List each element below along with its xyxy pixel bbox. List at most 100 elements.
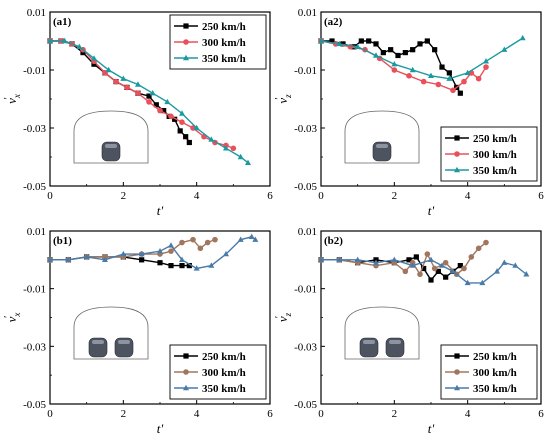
data-point xyxy=(354,43,361,49)
data-point xyxy=(318,37,324,44)
data-point xyxy=(457,90,463,96)
data-point xyxy=(157,247,163,254)
panel-label: (b1) xyxy=(53,235,72,247)
data-point xyxy=(420,78,427,85)
data-point xyxy=(391,256,398,263)
data-point xyxy=(468,254,475,260)
data-point xyxy=(391,67,398,73)
x-tick-label: 4 xyxy=(194,190,200,202)
data-point xyxy=(501,259,508,265)
y-tick-label: -0.01 xyxy=(23,65,46,77)
data-point xyxy=(443,274,449,280)
data-point xyxy=(432,47,438,53)
data-point xyxy=(461,265,467,272)
data-point xyxy=(435,81,442,88)
data-point xyxy=(439,64,445,70)
data-point xyxy=(183,134,189,140)
legend-swatch-marker xyxy=(454,166,460,173)
legend-swatch-marker xyxy=(454,151,460,157)
x-tick-label: 2 xyxy=(392,190,398,202)
series-350-kmh xyxy=(47,233,259,271)
data-point xyxy=(373,41,379,47)
data-point xyxy=(149,90,156,96)
legend: 250 km/h 300 km/h 350 km/h xyxy=(169,344,267,400)
data-point xyxy=(172,116,178,122)
data-point xyxy=(512,262,519,268)
tunnel-outline xyxy=(73,110,149,164)
series-line xyxy=(50,40,190,143)
legend-label: 250 km/h xyxy=(473,133,517,145)
legend-label: 300 km/h xyxy=(202,37,246,49)
data-point xyxy=(204,239,211,246)
data-point xyxy=(197,245,204,252)
y-tick-label: -0.03 xyxy=(294,341,317,353)
data-point xyxy=(428,256,434,263)
data-point xyxy=(135,81,141,87)
data-point xyxy=(186,263,192,269)
data-point xyxy=(237,236,244,242)
y-tick-label: -0.03 xyxy=(23,341,46,353)
data-point xyxy=(223,250,229,257)
legend-swatch-marker xyxy=(183,384,189,391)
y-axis-label: vx′ xyxy=(2,94,22,104)
data-point xyxy=(113,78,119,85)
x-tick-label: 2 xyxy=(392,408,398,420)
legend-swatch-marker xyxy=(454,369,460,375)
series-300-kmh xyxy=(318,239,489,278)
data-point xyxy=(413,254,419,260)
data-point xyxy=(336,256,343,263)
data-point xyxy=(424,38,430,44)
data-point xyxy=(439,262,445,268)
panel-a1: 0 2 4 6 0.01 -0.01 -0.03 -0.05 t' vx′ (a1) 250 km/h… xyxy=(2,7,273,218)
x-tick-label: 6 xyxy=(267,190,273,202)
series-350-kmh xyxy=(318,256,530,286)
tunnel-outline xyxy=(73,306,149,360)
legend: 250 km/h 300 km/h 350 km/h xyxy=(440,126,538,182)
data-point xyxy=(208,262,215,268)
series-line xyxy=(320,40,487,92)
data-point xyxy=(457,263,463,269)
data-point xyxy=(91,55,97,61)
tunnel-inset xyxy=(344,306,420,360)
data-point xyxy=(135,90,141,96)
panel-b1: 0 2 4 6 0.01 -0.01 -0.03 -0.05 t' vx′ (b1) 250 km/h… xyxy=(2,226,273,436)
data-point xyxy=(409,66,416,73)
x-tick-label: 6 xyxy=(538,408,544,420)
data-point xyxy=(446,75,453,81)
data-point xyxy=(168,242,174,248)
legend-swatch-marker xyxy=(454,353,460,359)
series-350-kmh xyxy=(318,34,526,81)
data-point xyxy=(479,279,486,286)
y-tick-label: 0.01 xyxy=(27,226,46,238)
data-point xyxy=(483,58,489,64)
x-axis-label: t' xyxy=(157,203,164,218)
y-tick-label: -0.01 xyxy=(294,65,317,77)
y-axis-label: vz′ xyxy=(273,312,293,322)
data-point xyxy=(237,153,244,160)
train-window xyxy=(376,144,388,148)
data-point xyxy=(366,38,372,44)
data-point xyxy=(417,271,423,278)
data-point xyxy=(91,61,97,67)
data-point xyxy=(76,43,83,49)
tunnel-inset xyxy=(73,306,149,360)
x-tick-label: 0 xyxy=(318,408,324,420)
data-point xyxy=(138,250,145,257)
y-tick-label: -0.03 xyxy=(294,123,317,135)
x-tick-label: 6 xyxy=(267,408,273,420)
data-point xyxy=(161,108,167,114)
x-tick-label: 6 xyxy=(538,190,544,202)
data-point xyxy=(354,256,361,263)
data-point xyxy=(120,250,127,257)
y-tick-label: -0.03 xyxy=(23,123,46,135)
data-point xyxy=(373,259,379,265)
y-tick-label: -0.05 xyxy=(23,181,46,193)
legend-label: 300 km/h xyxy=(202,367,246,379)
panel-label: (a1) xyxy=(53,16,72,28)
data-point xyxy=(380,50,386,56)
data-point xyxy=(409,262,416,268)
data-point xyxy=(461,78,467,85)
data-point xyxy=(464,279,471,286)
series-line xyxy=(320,37,524,80)
